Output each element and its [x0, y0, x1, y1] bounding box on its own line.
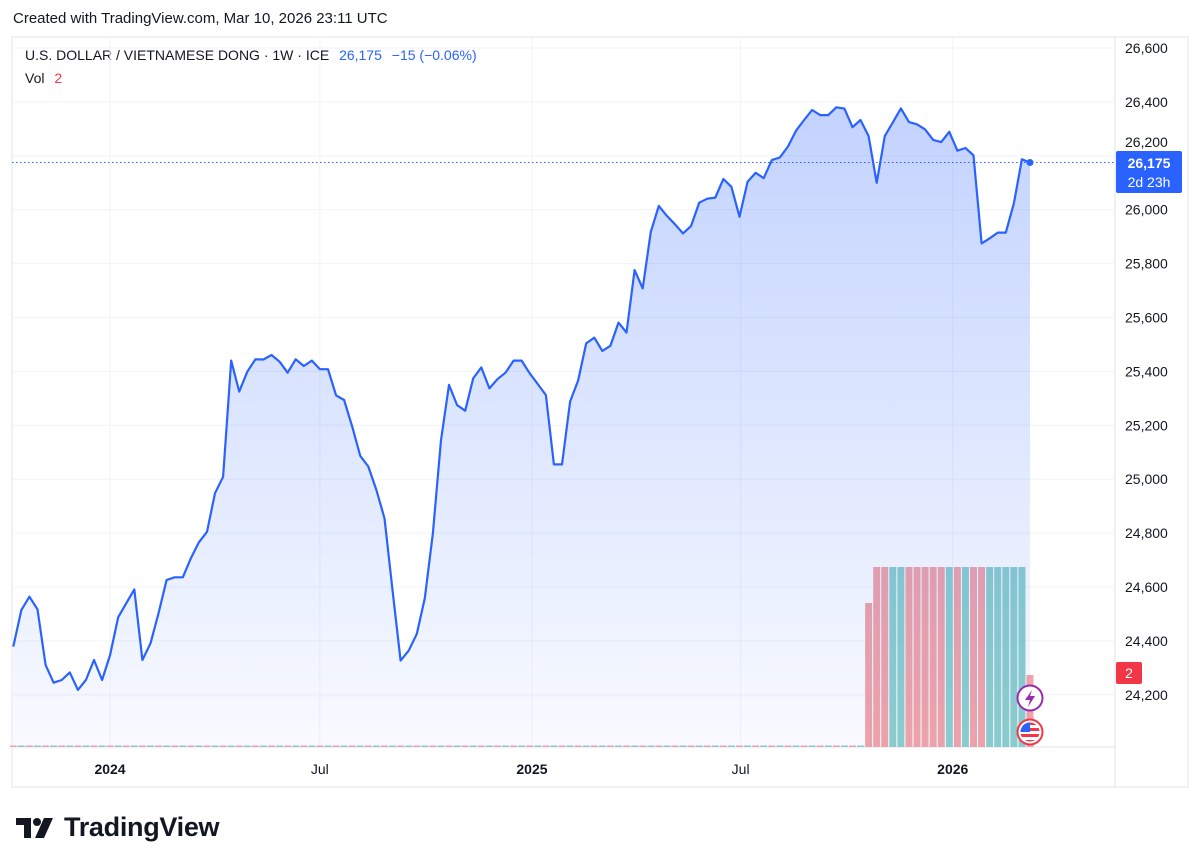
price-tick-label: 24,800 — [1125, 525, 1168, 541]
volume-legend: Vol 2 — [25, 70, 62, 86]
last-price-dot — [1026, 159, 1034, 167]
price-tick-label: 26,200 — [1125, 134, 1168, 150]
lightning-event-icon[interactable] — [1016, 684, 1044, 712]
price-tag-value: 26,175 — [1128, 155, 1171, 171]
tradingview-logo[interactable]: TradingView — [16, 812, 220, 843]
time-tick-label: Jul — [732, 761, 750, 777]
time-tick-label: 2025 — [516, 761, 547, 777]
price-tick-label: 25,400 — [1125, 363, 1168, 379]
chart-credit: Created with TradingView.com, Mar 10, 20… — [13, 10, 388, 27]
price-tick-label: 25,200 — [1125, 417, 1168, 433]
price-tag: 26,175 2d 23h — [1116, 151, 1182, 193]
price-change: −15 (−0.06%) — [391, 47, 477, 63]
us-flag-event-icon[interactable] — [1016, 718, 1044, 746]
price-area-fill — [13, 107, 1031, 748]
chart-border — [11, 36, 1189, 788]
price-tick-label: 26,000 — [1125, 202, 1168, 218]
volume-tag-value: 2 — [1125, 665, 1133, 681]
price-tick-label: 24,600 — [1125, 579, 1168, 595]
price-tick-label: 25,000 — [1125, 471, 1168, 487]
price-tick-label: 24,400 — [1125, 633, 1168, 649]
price-axis[interactable]: 24,200 24,400 24,600 24,800 25,000 25,200 25,4… — [1125, 40, 1168, 703]
tradingview-logo-icon — [16, 817, 53, 838]
price-tick-label: 25,800 — [1125, 256, 1168, 272]
time-axis[interactable]: 2024 Jul 2025 Jul 2026 — [94, 761, 968, 777]
price-tick-label: 25,600 — [1125, 310, 1168, 326]
time-tick-label: 2026 — [937, 761, 968, 777]
tradingview-wordmark: TradingView — [64, 812, 220, 842]
time-tick-label: Jul — [311, 761, 329, 777]
price-tick-label: 26,600 — [1125, 40, 1168, 56]
volume-value: 2 — [54, 70, 63, 86]
symbol-legend: U.S. DOLLAR / VIETNAMESE DONG · 1W · ICE… — [25, 47, 477, 63]
volume-tag: 2 — [1116, 662, 1142, 684]
price-line — [12, 106, 1031, 691]
price-tick-label: 24,200 — [1125, 687, 1168, 703]
symbol-title: U.S. DOLLAR / VIETNAMESE DONG · 1W · ICE — [25, 47, 330, 63]
price-tag-countdown: 2d 23h — [1128, 174, 1171, 190]
volume-label: Vol — [25, 70, 45, 86]
price-tick-label: 26,400 — [1125, 94, 1168, 110]
last-price: 26,175 — [339, 47, 382, 63]
time-tick-label: 2024 — [94, 761, 125, 777]
volume-bar — [9, 745, 17, 747]
